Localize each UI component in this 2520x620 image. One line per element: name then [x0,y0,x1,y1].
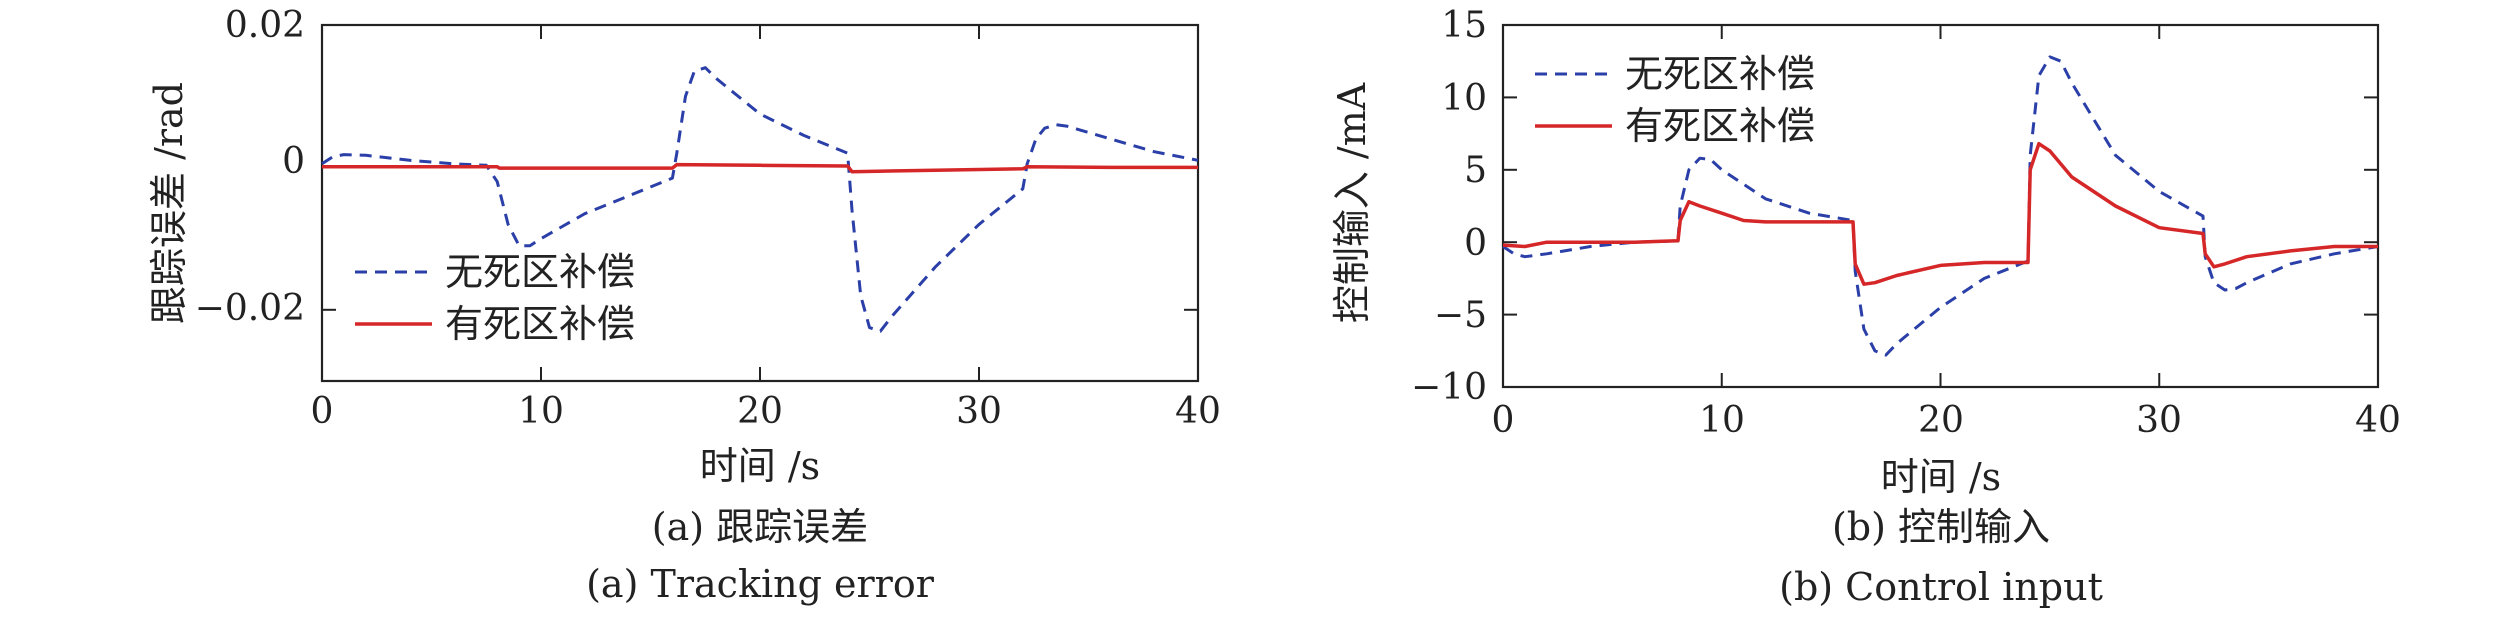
panel-b-ticks [1502,24,2379,388]
panel-b-series [1502,55,2379,357]
panel-a-legend-label: 有死区补偿 [445,302,635,346]
panel-b-legend-label: 有死区补偿 [1625,104,1815,148]
panel-b-ytick-label: 0 [1464,223,1487,264]
panel-b-xtick-label: 0 [1492,400,1515,441]
panel-a-xtick-label: 10 [518,391,564,432]
panel-a-series-no-compensation-line [321,66,1199,333]
panel-a-legend: 无死区补偿 有死区补偿 [355,250,635,346]
panel-b-control-input: 15 10 5 0 −5 −10 0 10 20 30 40 时间 /s 控制输… [1330,5,2401,609]
panel-a-xtick-label: 0 [311,391,334,432]
panel-b-xtick-label: 10 [1699,400,1745,441]
panel-b-ytick-label: −10 [1411,367,1487,408]
panel-a-legend-label: 无死区补偿 [445,250,635,294]
panel-b-y-axis-label: 控制输入 /mA [1330,82,1374,323]
panel-b-ytick-label: 10 [1441,78,1487,119]
panel-b-x-axis-label: 时间 /s [1881,455,2001,499]
panel-a-ytick-label: 0 [282,141,305,182]
panel-b-plot-frame [1501,23,2380,389]
panel-a-caption-cn: (a) 跟踪误差 [652,505,868,549]
panel-b-series-with-compensation-line [1502,141,2378,286]
panel-a-series [321,66,1199,333]
panel-b-ytick-label: 5 [1464,150,1487,191]
panel-b-caption-cn: (b) 控制输入 [1832,505,2050,549]
panel-b-legend: 无死区补偿 有死区补偿 [1535,52,1815,148]
panel-a-xtick-label: 20 [737,391,783,432]
panel-b-legend-label: 无死区补偿 [1625,52,1815,96]
panel-a-tracking-error: 0.02 0 −0.02 0 10 20 30 40 时间 /s 跟踪误差 /r… [147,5,1221,606]
panel-a-caption-en: (a) Tracking error [586,562,935,606]
panel-a-xtick-label: 30 [956,391,1002,432]
panel-b-caption-en: (b) Control input [1779,565,2103,609]
panel-b-ytick-label: −5 [1434,295,1487,336]
panel-a-ytick-label: 0.02 [225,5,305,46]
panel-a-plot-frame [320,23,1200,383]
panel-a-y-axis-label: 跟踪误差 /rad [147,82,191,324]
panel-b-xtick-label: 30 [2136,400,2182,441]
panel-a-x-axis-label: 时间 /s [700,444,820,488]
panel-b-xtick-label: 20 [1918,400,1964,441]
panel-a-xtick-label: 40 [1175,391,1221,432]
panel-a-series-with-compensation-line [322,162,1198,174]
panel-a-ytick-label: −0.02 [195,288,305,329]
panel-b-ytick-label: 15 [1441,5,1487,46]
panel-b-xtick-label: 40 [2355,400,2401,441]
